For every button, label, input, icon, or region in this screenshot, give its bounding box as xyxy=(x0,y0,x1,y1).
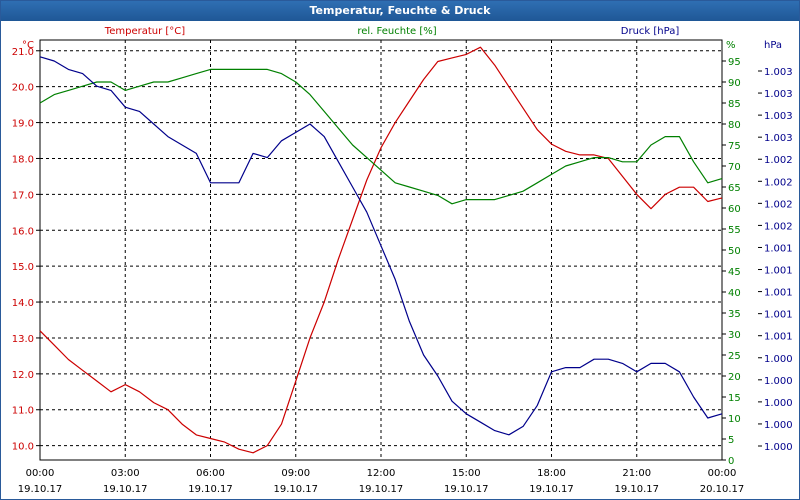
y-right-tick-label: 25 xyxy=(728,351,741,362)
y-press-tick-label: 1.000 xyxy=(764,376,793,387)
x-tick-label-time: 00:00 xyxy=(708,468,737,479)
x-tick-label-time: 03:00 xyxy=(111,468,140,479)
x-tick-label-date: 19.10.17 xyxy=(359,484,404,495)
x-tick-label-date: 20.10.17 xyxy=(700,484,745,495)
y-left-tick-label: 17.0 xyxy=(12,190,34,201)
y-right-tick-label: 0 xyxy=(728,456,734,467)
x-tick-label-date: 19.10.17 xyxy=(18,484,63,495)
pressure-series-line xyxy=(39,56,723,436)
y-right-tick-label: 55 xyxy=(728,225,741,236)
y-right-tick-label: 60 xyxy=(728,204,741,215)
y-left-tick-label: 19.0 xyxy=(12,119,34,130)
y-left-tick-label: 12.0 xyxy=(12,370,34,381)
y-right-unit: % xyxy=(726,40,736,51)
y-right-tick-label: 45 xyxy=(728,267,741,278)
y-right-tick-label: 65 xyxy=(728,183,741,194)
x-tick-label-time: 00:00 xyxy=(26,468,55,479)
y-press-tick-label: 1.003 xyxy=(764,89,793,100)
y-left-tick-label: 10.0 xyxy=(12,442,34,453)
temperature-series-line xyxy=(39,46,723,454)
y-left-tick-label: 16.0 xyxy=(12,226,34,237)
y-press-tick-label: 1.001 xyxy=(764,266,793,277)
humidity-series-line xyxy=(39,68,723,205)
y-left-tick-label: 21.0 xyxy=(12,47,34,58)
y-press-tick-label: 1.001 xyxy=(764,288,793,299)
y-right-tick-label: 40 xyxy=(728,288,741,299)
y-press-tick-label: 1.002 xyxy=(764,177,793,188)
y-press-tick-label: 1.001 xyxy=(764,243,793,254)
y-right-tick-label: 50 xyxy=(728,246,741,257)
x-tick-label-date: 19.10.17 xyxy=(103,484,148,495)
x-tick-label-date: 19.10.17 xyxy=(529,484,574,495)
y-right-tick-label: 70 xyxy=(728,162,741,173)
y-right-tick-label: 95 xyxy=(728,57,741,68)
y-press-tick-label: 1.000 xyxy=(764,398,793,409)
y-press-tick-label: 1.000 xyxy=(764,442,793,453)
y-right-tick-label: 90 xyxy=(728,78,741,89)
temp-axis-label: Temperatur [°C] xyxy=(104,26,185,37)
x-tick-label-date: 19.10.17 xyxy=(444,484,489,495)
y-right-tick-label: 80 xyxy=(728,120,741,131)
x-tick-label-time: 15:00 xyxy=(452,468,481,479)
y-press-tick-label: 1.002 xyxy=(764,155,793,166)
y-right-tick-label: 35 xyxy=(728,309,741,320)
y-left-tick-label: 13.0 xyxy=(12,334,34,345)
y-right-tick-label: 75 xyxy=(728,141,741,152)
y-press-tick-label: 1.002 xyxy=(764,221,793,232)
press-axis-label: Druck [hPa] xyxy=(621,26,680,37)
x-tick-label-date: 19.10.17 xyxy=(188,484,233,495)
y-press-tick-label: 1.001 xyxy=(764,310,793,321)
y-left-tick-label: 20.0 xyxy=(12,83,34,94)
x-tick-label-time: 06:00 xyxy=(196,468,225,479)
y-left-unit: °C xyxy=(22,40,34,51)
y-press-tick-label: 1.003 xyxy=(764,133,793,144)
x-tick-label-time: 09:00 xyxy=(281,468,310,479)
y-press-unit: hPa xyxy=(764,40,782,51)
x-tick-label-time: 18:00 xyxy=(537,468,566,479)
y-left-tick-label: 18.0 xyxy=(12,154,34,165)
y-press-tick-label: 1.001 xyxy=(764,332,793,343)
y-right-tick-label: 20 xyxy=(728,372,741,383)
chart-title: Temperatur, Feuchte & Druck xyxy=(1,1,799,21)
y-press-tick-label: 1.003 xyxy=(764,67,793,78)
hum-axis-label: rel. Feuchte [%] xyxy=(357,26,436,37)
y-right-tick-label: 15 xyxy=(728,393,741,404)
y-press-tick-label: 1.002 xyxy=(764,199,793,210)
x-tick-label-date: 19.10.17 xyxy=(273,484,318,495)
y-right-tick-label: 85 xyxy=(728,99,741,110)
y-press-tick-label: 1.003 xyxy=(764,111,793,122)
y-right-tick-label: 5 xyxy=(728,435,734,446)
y-right-tick-label: 30 xyxy=(728,330,741,341)
y-press-tick-label: 1.000 xyxy=(764,354,793,365)
x-tick-label-time: 12:00 xyxy=(367,468,396,479)
y-press-tick-label: 1.000 xyxy=(764,420,793,431)
y-right-tick-label: 10 xyxy=(728,414,741,425)
x-tick-label-date: 19.10.17 xyxy=(614,484,659,495)
x-tick-label-time: 21:00 xyxy=(622,468,651,479)
y-left-tick-label: 15.0 xyxy=(12,262,34,273)
y-left-tick-label: 14.0 xyxy=(12,298,34,309)
y-left-tick-label: 11.0 xyxy=(12,406,34,417)
